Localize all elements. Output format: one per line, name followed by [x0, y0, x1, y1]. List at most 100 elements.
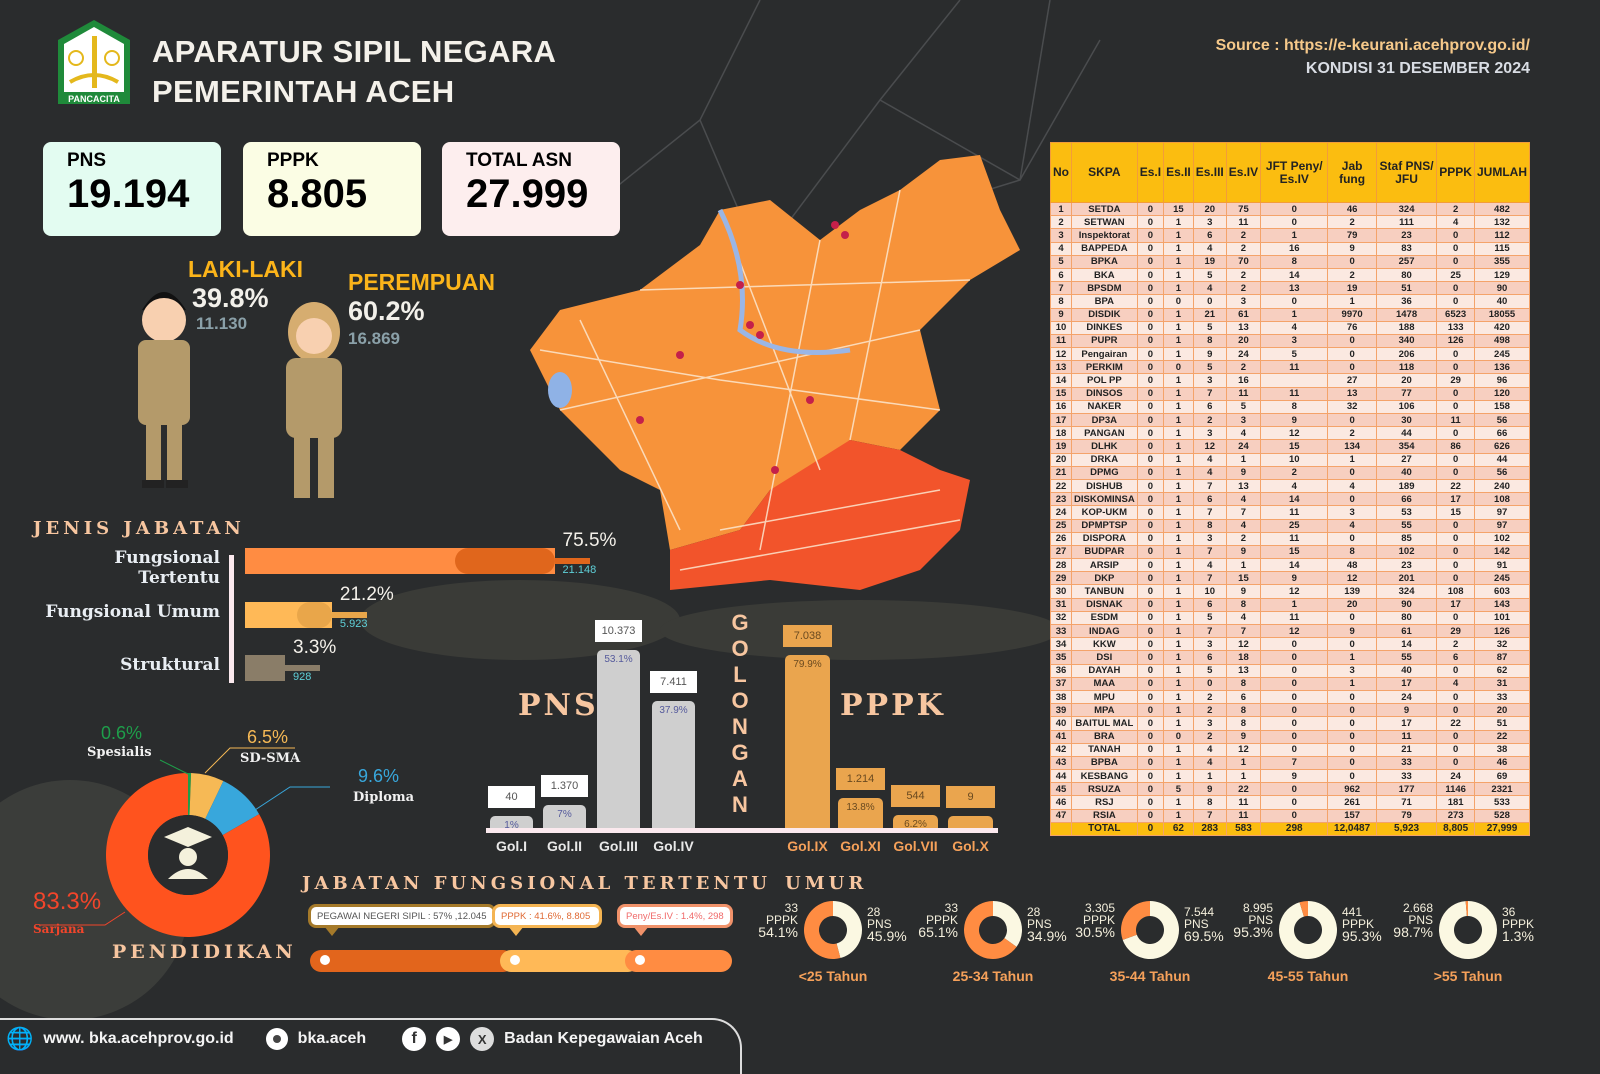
table-cell: 0: [1136, 531, 1165, 546]
table-cell: 0: [1260, 703, 1329, 718]
person-body-icon: [168, 869, 208, 879]
table-cell: 2: [1225, 228, 1262, 243]
table-cell: BRA: [1071, 729, 1138, 744]
jft-progress-segment: [310, 950, 514, 972]
pppk-golongan-bar-count: 544: [891, 784, 940, 807]
table-total-cell: 298: [1260, 821, 1329, 837]
table-cell: 102: [1473, 531, 1531, 546]
table-cell: 9: [1260, 769, 1329, 784]
umur-right-pct: 34.9%: [1027, 928, 1067, 944]
x-icon[interactable]: X: [470, 1027, 495, 1051]
table-cell: 1: [1163, 426, 1194, 441]
table-row: 14 POL PP 0 1 3 16 27 20 29 96: [1050, 373, 1531, 388]
pendidikan-donut-chart: [40, 747, 330, 937]
social-name[interactable]: Badan Kepegawaian Aceh: [504, 1030, 703, 1047]
table-cell: 14: [1260, 267, 1329, 283]
table-cell: 354: [1375, 439, 1438, 454]
table-cell: 177: [1375, 782, 1438, 797]
table-cell: 8: [1260, 254, 1329, 269]
website-link[interactable]: www. bka.acehprov.go.id: [43, 1030, 234, 1047]
table-cell: 14: [1375, 637, 1438, 652]
table-cell: 134: [1327, 439, 1377, 454]
table-cell: 1: [1163, 650, 1194, 665]
table-cell: DLHK: [1071, 439, 1138, 454]
table-cell: 3: [1225, 412, 1262, 428]
table-cell: 15: [1225, 571, 1262, 586]
table-cell: DISHUB: [1071, 478, 1138, 494]
umur-left-pct: 95.3%: [1233, 924, 1273, 940]
table-cell: 0: [1436, 610, 1475, 626]
table-cell: 4: [1192, 281, 1227, 296]
table-cell: RSIA: [1071, 808, 1138, 823]
table-cell: POL PP: [1071, 373, 1138, 388]
table-cell: SETDA: [1071, 201, 1138, 217]
table-cell: 9: [1225, 544, 1262, 560]
table-cell: 1: [1163, 241, 1194, 256]
table-cell: 1: [1163, 439, 1194, 454]
table-cell: KESBANG: [1071, 769, 1138, 784]
jenis-jabatan-bar: [245, 548, 555, 574]
table-row: 32 ESDM 0 1 5 4 11 0 80 0 101: [1050, 610, 1531, 626]
table-cell: DISNAK: [1071, 597, 1138, 612]
table-cell: 4: [1192, 241, 1227, 256]
table-cell: 29: [1436, 373, 1475, 388]
table-cell: 1: [1163, 267, 1194, 283]
table-cell: 1: [1163, 307, 1194, 322]
table-cell: 14: [1050, 373, 1072, 388]
table-cell: 20: [1375, 373, 1438, 388]
table-cell: 0: [1136, 584, 1165, 599]
table-cell: 1: [1327, 676, 1377, 691]
table-cell: 0: [1436, 558, 1475, 573]
table-cell: 8: [1225, 676, 1262, 691]
table-cell: 25: [1050, 518, 1072, 533]
table-cell: 4: [1225, 518, 1262, 533]
pns-golongan-bar-count: 40: [488, 786, 535, 808]
table-cell: 29: [1436, 623, 1475, 639]
table-cell: 23: [1050, 492, 1072, 507]
table-cell: SETWAN: [1071, 215, 1138, 230]
table-cell: 7: [1192, 623, 1227, 639]
table-cell: 7: [1192, 544, 1227, 560]
footer-bar: [0, 1018, 742, 1074]
table-cell: 2: [1327, 267, 1377, 283]
table-row: 31 DISNAK 0 1 6 8 1 20 90 17 143: [1050, 597, 1531, 612]
table-cell: 70: [1225, 254, 1262, 269]
table-cell: 9: [1327, 241, 1377, 256]
table-cell: 0: [1327, 729, 1377, 744]
table-cell: 1: [1163, 215, 1194, 230]
instagram-handle[interactable]: bka.aceh: [297, 1030, 367, 1047]
table-cell: 0: [1136, 333, 1165, 349]
table-cell: 55: [1375, 650, 1438, 665]
facebook-icon[interactable]: f: [402, 1027, 427, 1051]
table-cell: 1: [1163, 716, 1194, 731]
table-cell: MPA: [1071, 703, 1138, 718]
card-value: 8.805: [267, 172, 368, 216]
pppk-golongan-bar-label: Gol.IX: [787, 838, 828, 854]
table-cell: 3: [1192, 373, 1227, 388]
table-cell: 15: [1163, 201, 1194, 217]
table-cell: 139: [1327, 584, 1377, 599]
table-cell: DISKOMINSA: [1071, 492, 1138, 507]
table-cell: 7: [1192, 478, 1227, 494]
table-cell: 4: [1192, 558, 1227, 573]
table-cell: 1: [1163, 478, 1194, 494]
table-cell: 28: [1050, 558, 1072, 573]
umur-left-count: 2.668: [1402, 901, 1433, 915]
table-cell: 126: [1436, 333, 1475, 349]
table-total-cell: 5,923: [1375, 821, 1438, 837]
umur-pppk-slice: [1121, 901, 1150, 940]
table-cell: 0: [1136, 755, 1165, 771]
table-cell: 482: [1473, 201, 1531, 217]
umur-right-label: 36 PPPK 1.3%: [1502, 906, 1534, 943]
table-cell: 0: [1436, 755, 1475, 771]
table-cell: 3: [1192, 215, 1227, 230]
table-cell: 51: [1375, 281, 1438, 296]
table-cell: 11: [1050, 333, 1072, 349]
table-cell: 96: [1473, 373, 1531, 388]
table-cell: 27: [1327, 373, 1377, 388]
table-row: 24 KOP-UKM 0 1 7 7 11 3 53 15 97: [1050, 505, 1531, 520]
table-row: 20 DRKA 0 1 4 1 10 1 27 0 44: [1050, 452, 1531, 467]
table-cell: RSUZA: [1071, 782, 1138, 797]
table-cell: 21: [1050, 465, 1072, 480]
youtube-icon[interactable]: ▶: [436, 1027, 461, 1051]
